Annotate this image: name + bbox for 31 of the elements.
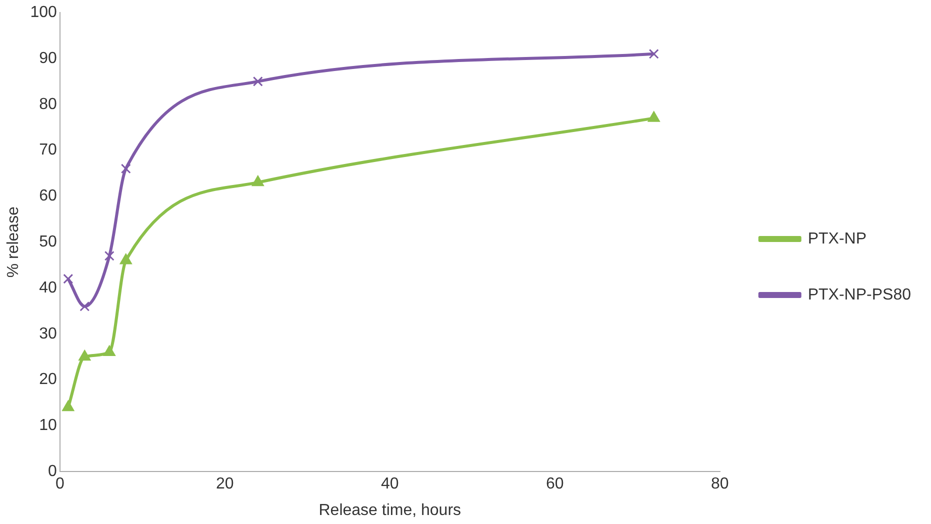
point bbox=[104, 250, 114, 261]
point bbox=[63, 274, 74, 284]
point bbox=[62, 400, 74, 412]
legend-label: PTX-NP bbox=[808, 230, 867, 248]
point bbox=[648, 111, 660, 122]
point bbox=[120, 164, 131, 174]
y-tick-label: 70 bbox=[39, 142, 57, 159]
y-tick-label: 60 bbox=[39, 188, 57, 205]
point bbox=[252, 176, 264, 186]
point bbox=[103, 346, 116, 356]
y-tick-label: 20 bbox=[39, 371, 57, 388]
legend-label: PTX-NP-PS80 bbox=[808, 286, 912, 304]
point bbox=[120, 254, 132, 264]
x-tick-label: 20 bbox=[216, 476, 234, 493]
point bbox=[648, 48, 659, 59]
y-tick-label: 0 bbox=[48, 463, 57, 480]
y-tick-label: 40 bbox=[39, 279, 57, 296]
point bbox=[78, 350, 91, 361]
y-tick-label: 90 bbox=[39, 50, 57, 67]
x-axis-title: Release time, hours bbox=[318, 502, 462, 519]
x-tick-label: 40 bbox=[380, 476, 399, 493]
y-axis-title: % release bbox=[5, 206, 22, 278]
y-tick-label: 50 bbox=[39, 234, 57, 251]
y-tick-label: 100 bbox=[30, 4, 57, 22]
y-tick-label: 10 bbox=[39, 417, 57, 434]
y-tick-label: 80 bbox=[39, 96, 57, 113]
x-tick-label: 60 bbox=[546, 476, 564, 493]
y-tick-label: 30 bbox=[39, 325, 57, 342]
x-tick-label: 80 bbox=[710, 476, 729, 493]
point bbox=[252, 76, 263, 86]
point bbox=[80, 301, 90, 312]
